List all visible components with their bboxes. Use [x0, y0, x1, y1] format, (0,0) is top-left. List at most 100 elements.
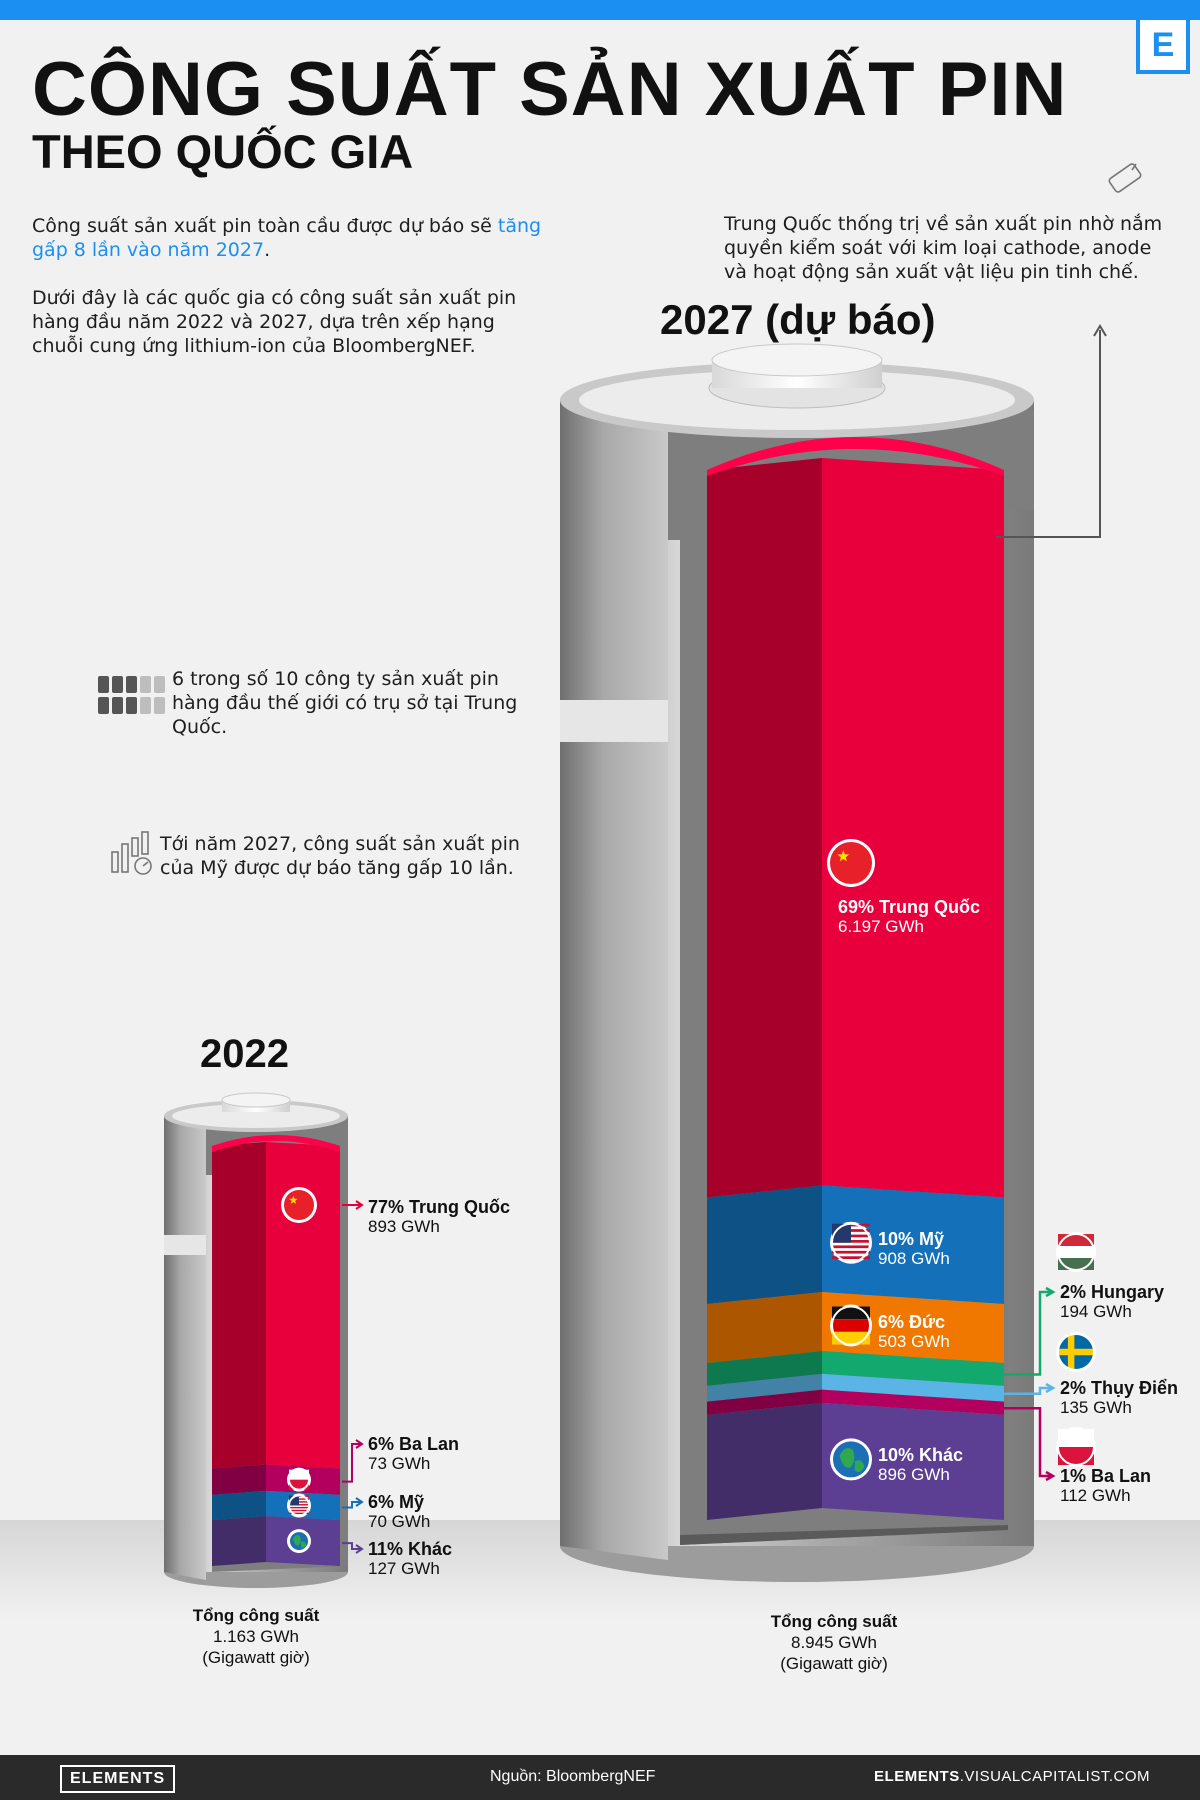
source-text: Nguồn: BloombergNEF: [490, 1768, 656, 1785]
label-share: 6% Ba Lan: [368, 1434, 460, 1454]
connector-2022-poland-arrow-icon: [355, 1439, 364, 1449]
total-2022: Tổng công suất 1.163 GWh (Gigawatt giờ): [192, 1606, 320, 1667]
battery-2022: [164, 1092, 348, 1588]
total-2027: Tổng công suất 8.945 GWh (Gigawatt giờ): [770, 1612, 898, 1673]
us-growth-note: Tới năm 2027, công suất sản xuất pin của…: [160, 833, 520, 879]
bar-2027-us: [822, 1185, 1004, 1305]
intro-highlight: tăng gấp 8 lần vào năm 2027: [32, 215, 542, 261]
label-share: 6% Đức: [878, 1311, 946, 1332]
hungary-flag-icon: [1056, 1232, 1096, 1272]
bar-2027-china: [822, 458, 1004, 1198]
sweden-flag-icon: [1056, 1332, 1096, 1372]
label-2027-hungary: 2% Hungary 194 GWh: [1060, 1282, 1164, 1322]
label-share: 10% Khác: [878, 1445, 964, 1466]
battery-2022-top-face: [172, 1104, 340, 1128]
footer-logo: ELEMENTS: [60, 1765, 176, 1793]
intro-paragraph-1: Công suất sản xuất pin toàn cầu được dự …: [32, 215, 542, 261]
bar-2027-germany-left: [707, 1292, 822, 1364]
bar-2022-us-left: [212, 1490, 266, 1521]
connector-2022-other-arrow-icon: [355, 1544, 364, 1554]
connector-2027-hungary: [1004, 1290, 1052, 1376]
connector-2022-us-arrow-icon: [355, 1497, 364, 1507]
segment-markers: [281, 839, 1096, 1554]
connector-2027-poland-arrow-icon: [1045, 1470, 1056, 1482]
label-value: 135 GWh: [1060, 1398, 1132, 1417]
connector-2027-poland: [1004, 1407, 1052, 1478]
label-2027-poland: 1% Ba Lan 112 GWh: [1060, 1466, 1151, 1506]
label-2027-germany: 6% Đức 503 GWh: [878, 1312, 950, 1352]
growth-chart-icon: [111, 831, 152, 875]
bar-2027-top-surface: [707, 437, 1004, 476]
battery-2027-cap-top: [711, 343, 883, 377]
label-2027-sweden: 2% Thụy Điển 135 GWh: [1060, 1378, 1178, 1418]
year-2027-label: 2027 (dự báo): [660, 296, 936, 343]
battery-2022-cap-top: [221, 1092, 291, 1108]
poland-flag-icon: [287, 1467, 311, 1492]
bar-2022-china-left: [212, 1142, 266, 1469]
connector-2027-hungary-arrow-icon: [1045, 1286, 1056, 1298]
poland-flag-icon: [1056, 1427, 1096, 1467]
bar-2027-hungary: [822, 1351, 1004, 1386]
battery-2022-segments: [212, 1135, 340, 1566]
elements-logo: E: [1136, 20, 1190, 74]
bar-2027-poland: [822, 1389, 1004, 1415]
battery-2027-floor: [680, 1525, 1008, 1545]
label-2027-us: 10% Mỹ 908 GWh: [878, 1229, 950, 1269]
battery-2027-cut-wall: [560, 400, 668, 1560]
label-share: 2% Hungary: [1060, 1282, 1165, 1302]
bar-2027-sweden: [822, 1373, 1004, 1402]
footer-bar: ELEMENTS Nguồn: BloombergNEF ELEMENTS.VI…: [0, 1755, 1200, 1800]
page-subtitle: THEO QUỐC GIA: [32, 125, 414, 178]
globe-icon: [287, 1529, 311, 1554]
label-share: 77% Trung Quốc: [368, 1197, 511, 1217]
bar-2027-other: [822, 1402, 1004, 1520]
china-note-connector: [996, 330, 1101, 538]
bar-2027-poland-left: [707, 1389, 822, 1415]
page-title: CÔNG SUẤT SẢN XUẤT PIN: [32, 47, 1068, 132]
connector-2027-sweden: [1004, 1386, 1052, 1396]
battery-2027: [560, 324, 1107, 1582]
connector-2022-china-arrow-icon: [355, 1200, 364, 1210]
china-flag-icon: [281, 1187, 317, 1223]
globe-icon: [830, 1438, 872, 1481]
connector-2027-sweden-arrow-icon: [1045, 1382, 1056, 1394]
bar-2022-poland-left: [212, 1464, 266, 1495]
intro-text: Công suất sản xuất pin toàn cầu được dự …: [32, 214, 552, 382]
label-value: 70 GWh: [368, 1512, 431, 1531]
label-value: 194 GWh: [1060, 1302, 1132, 1321]
connector-2022-us: [342, 1501, 362, 1509]
bar-2022-other-left: [212, 1516, 266, 1566]
us-flag-icon: [830, 1221, 872, 1264]
label-share: 69% Trung Quốc: [838, 897, 981, 917]
battery-2027-label-band: [560, 700, 668, 742]
label-value: 6.197 GWh: [838, 917, 924, 936]
label-2022-other: 11% Khác 127 GWh: [368, 1539, 452, 1579]
label-share: 6% Mỹ: [368, 1492, 425, 1512]
bar-2027-other-left: [707, 1402, 822, 1520]
battery-2027-segments: [707, 437, 1004, 1520]
site-url[interactable]: ELEMENTS.VISUALCAPITALIST.COM: [874, 1768, 1150, 1785]
label-value: 112 GWh: [1060, 1486, 1131, 1505]
label-share: 10% Mỹ: [878, 1228, 945, 1249]
bar-2027-hungary-left: [707, 1351, 822, 1386]
battery-2022-label-band: [164, 1235, 206, 1255]
top-accent-bar: [0, 0, 1200, 20]
label-value: 73 GWh: [368, 1454, 431, 1473]
battery-2022-cut-wall: [164, 1116, 206, 1580]
label-value: 896 GWh: [878, 1465, 950, 1485]
label-2027-other: 10% Khác 896 GWh: [878, 1445, 963, 1485]
china-note: Trung Quốc thống trị về sản xuất pin nhờ…: [724, 213, 1163, 283]
label-share: 2% Thụy Điển: [1060, 1378, 1179, 1398]
label-2022-china: 77% Trung Quốc 893 GWh: [368, 1197, 510, 1237]
china-note-arrow-icon: [1093, 324, 1107, 337]
label-value: 908 GWh: [878, 1248, 950, 1268]
year-2022-label: 2022: [200, 1032, 289, 1076]
bar-2027-sweden-left: [707, 1373, 822, 1402]
label-value: 893 GWh: [368, 1217, 440, 1236]
label-2022-us: 6% Mỹ 70 GWh: [368, 1492, 430, 1532]
label-share: 1% Ba Lan: [1060, 1466, 1152, 1486]
label-2027-china: 69% Trung Quốc 6.197 GWh: [838, 897, 980, 937]
label-2022-poland: 6% Ba Lan 73 GWh: [368, 1434, 459, 1474]
companies-note: 6 trong số 10 công ty sản xuất pin hàng …: [172, 668, 518, 738]
